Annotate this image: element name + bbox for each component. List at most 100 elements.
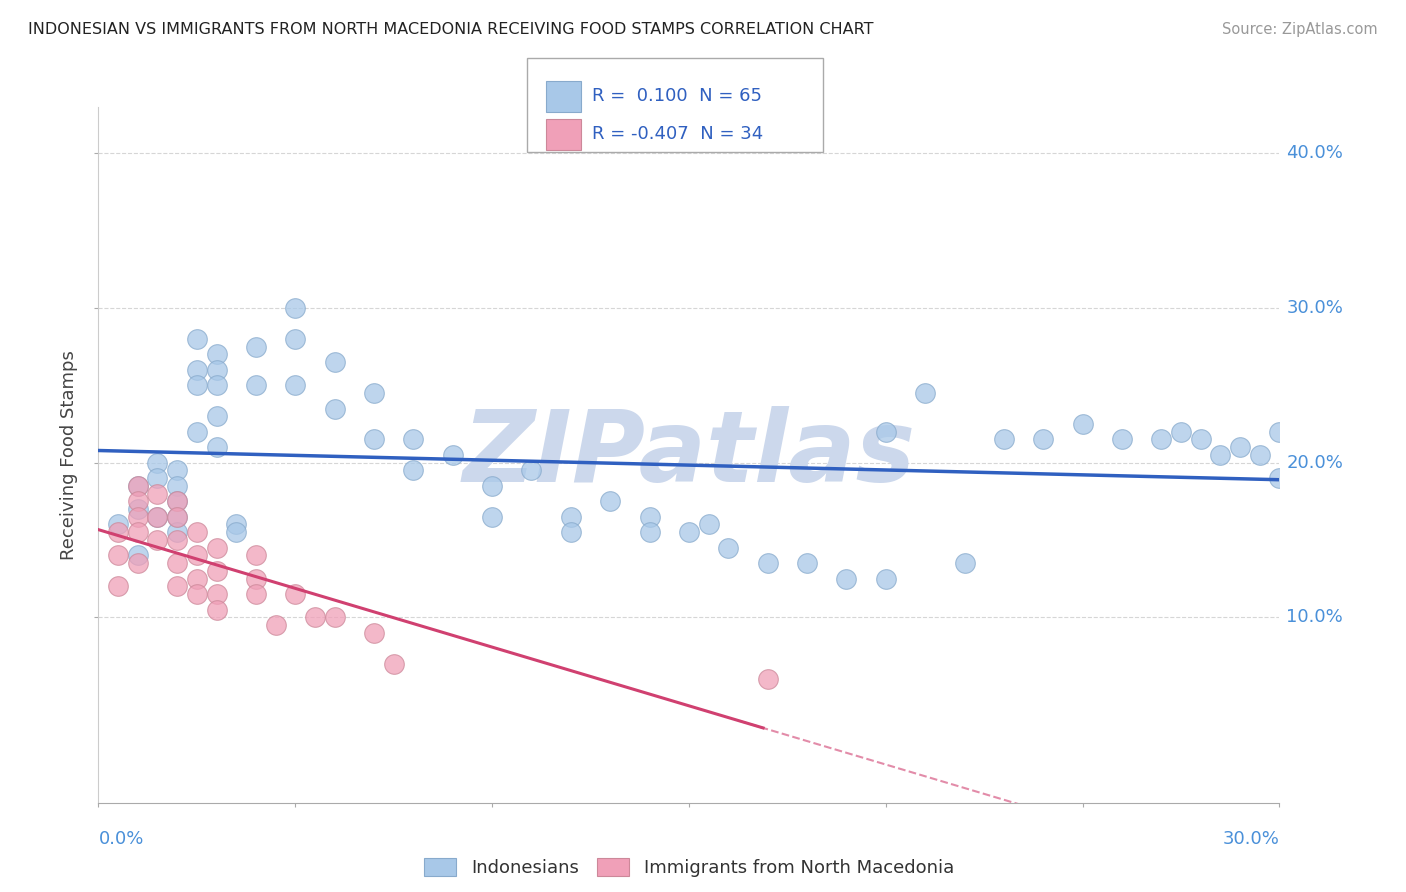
Point [146, 509, 169, 524]
Point [953, 556, 976, 570]
Point [127, 549, 149, 563]
Text: 10.0%: 10.0% [1286, 608, 1343, 626]
Point [1189, 433, 1212, 447]
Point [284, 301, 307, 315]
Text: Source: ZipAtlas.com: Source: ZipAtlas.com [1222, 22, 1378, 37]
Point [166, 494, 188, 508]
Point [127, 556, 149, 570]
Point [166, 509, 188, 524]
Text: ZIPatlas: ZIPatlas [463, 407, 915, 503]
Point [127, 494, 149, 508]
Point [205, 378, 228, 392]
Point [245, 549, 267, 563]
Point [697, 517, 720, 532]
Point [166, 556, 188, 570]
Point [441, 448, 464, 462]
Point [127, 509, 149, 524]
Point [245, 378, 267, 392]
Point [1249, 448, 1271, 462]
Point [127, 479, 149, 493]
Point [560, 509, 582, 524]
Point [146, 486, 169, 500]
Point [205, 541, 228, 555]
Point [1111, 433, 1133, 447]
Point [205, 564, 228, 578]
Point [304, 610, 326, 624]
Y-axis label: Receiving Food Stamps: Receiving Food Stamps [60, 350, 79, 560]
Point [284, 378, 307, 392]
Point [284, 332, 307, 346]
Point [146, 533, 169, 547]
Point [1170, 425, 1192, 439]
Point [245, 587, 267, 601]
Point [1032, 433, 1054, 447]
Text: INDONESIAN VS IMMIGRANTS FROM NORTH MACEDONIA RECEIVING FOOD STAMPS CORRELATION : INDONESIAN VS IMMIGRANTS FROM NORTH MACE… [28, 22, 873, 37]
Point [205, 440, 228, 454]
Text: 0.0%: 0.0% [98, 830, 143, 847]
Point [323, 355, 346, 369]
Point [481, 509, 503, 524]
Point [166, 463, 188, 477]
Point [323, 610, 346, 624]
Point [875, 425, 897, 439]
Point [166, 509, 188, 524]
Point [638, 509, 661, 524]
Text: 40.0%: 40.0% [1286, 145, 1343, 162]
Point [756, 556, 779, 570]
Point [284, 587, 307, 601]
Point [127, 525, 149, 540]
Text: 20.0%: 20.0% [1286, 454, 1343, 472]
Point [166, 479, 188, 493]
Point [225, 517, 247, 532]
Point [166, 533, 188, 547]
Point [678, 525, 700, 540]
Text: 30.0%: 30.0% [1223, 830, 1279, 847]
Point [560, 525, 582, 540]
Point [402, 433, 425, 447]
Text: R = -0.407  N = 34: R = -0.407 N = 34 [592, 126, 763, 144]
Point [186, 549, 208, 563]
Point [205, 363, 228, 377]
Point [520, 463, 543, 477]
Point [107, 525, 129, 540]
Point [402, 463, 425, 477]
Point [1268, 471, 1291, 485]
Point [186, 363, 208, 377]
Point [186, 378, 208, 392]
Text: 30.0%: 30.0% [1286, 299, 1343, 317]
Point [993, 433, 1015, 447]
Point [107, 517, 129, 532]
Point [186, 587, 208, 601]
Point [186, 425, 208, 439]
Point [186, 525, 208, 540]
Point [835, 572, 858, 586]
Point [796, 556, 818, 570]
Point [363, 625, 385, 640]
Point [481, 479, 503, 493]
Point [205, 347, 228, 361]
Point [1071, 417, 1094, 431]
Point [186, 332, 208, 346]
Point [127, 502, 149, 516]
Point [717, 541, 740, 555]
Point [323, 401, 346, 416]
Point [264, 618, 287, 632]
Point [638, 525, 661, 540]
Point [166, 494, 188, 508]
Point [875, 572, 897, 586]
Point [107, 579, 129, 593]
Point [363, 386, 385, 401]
Point [914, 386, 936, 401]
Point [166, 525, 188, 540]
Point [1229, 440, 1251, 454]
Point [107, 549, 129, 563]
Point [127, 479, 149, 493]
Point [205, 602, 228, 616]
Point [245, 572, 267, 586]
Point [382, 657, 405, 671]
Point [205, 587, 228, 601]
Text: R =  0.100  N = 65: R = 0.100 N = 65 [592, 87, 762, 105]
Legend: Indonesians, Immigrants from North Macedonia: Indonesians, Immigrants from North Maced… [416, 851, 962, 884]
Point [146, 456, 169, 470]
Point [1209, 448, 1232, 462]
